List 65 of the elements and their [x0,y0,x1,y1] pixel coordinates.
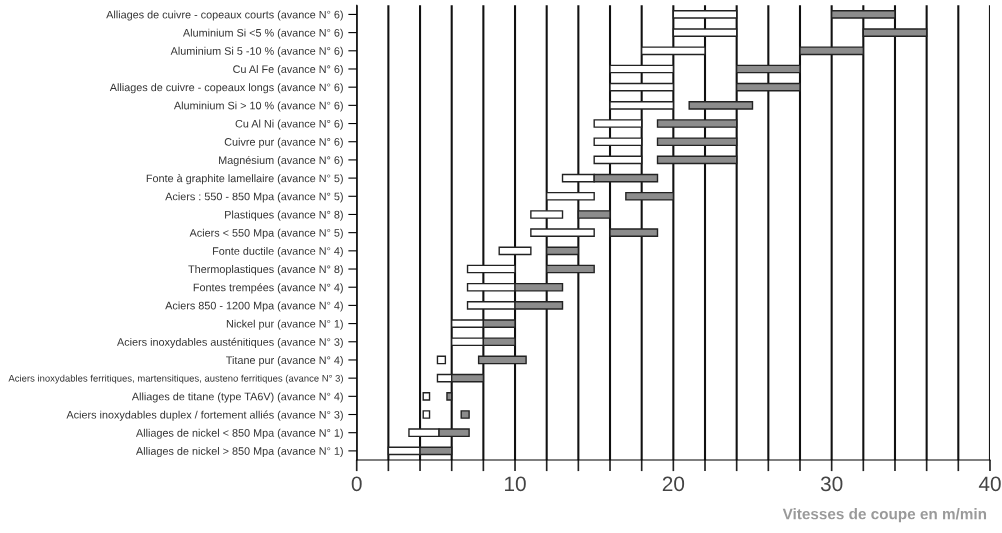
y-tick-label: Nickel pur (avance N° 1) [226,319,343,330]
bar [545,264,595,274]
bar [477,355,527,365]
y-tick-label: Cuivre pur (avance N° 6) [224,137,343,148]
y-tick-label: Alliages de cuivre - copeaux longs (avance N° 6) [109,83,343,94]
bar [625,191,675,201]
x-tick-label: 40 [978,476,1001,492]
y-tick-label: Fonte ductile (avance N° 4) [213,246,343,258]
bar [460,410,470,419]
y-tick-label: Aluminium Si <5 % (avance N° 6) [182,28,343,39]
bar [609,82,675,92]
bar [530,228,595,237]
bar [545,191,595,201]
y-tick-label: Aciers inoxydables austénitiques (avance N° 3) [117,337,343,349]
bar [609,64,675,74]
x-tick-label: 0 [351,476,362,492]
y-tick-label: Aciers 850 - 1200 Mpa (avance N° 4) [165,301,343,312]
bar [609,101,675,110]
bar [799,46,865,56]
bar [609,228,659,237]
bar [577,210,611,219]
y-tick-label: Cu Al Fe (avance N° 6) [233,65,343,76]
bar [593,119,643,128]
x-tick-label: 20 [662,476,685,492]
y-tick-label: Alliages de nickel > 850 Mpa (avance N° 1) [135,446,343,458]
y-tick-label: Thermoplastiques (avance N° 8) [188,265,343,276]
bar [545,246,580,256]
bar [593,155,643,165]
y-tick-label: Magnésium (avance N° 6) [219,155,343,167]
bar [672,10,738,19]
bar [688,101,754,110]
y-tick-label: Cu Al Ni (avance N° 6) [235,119,343,130]
y-tick-label: Fonte à graphite lamellaire (avance N° 5) [146,174,343,185]
bar [656,137,738,147]
bar [436,355,447,365]
y-tick-label: Alliages de cuivre - copeaux courts (avance N° 6) [106,10,343,21]
y-tick-label: Aluminium Si 5 -10 % (avance N° 6) [170,46,343,57]
bar [656,155,738,165]
bar [498,246,532,256]
y-tick-label: Titane pur (avance N° 4) [226,356,343,367]
y-tick-label: Aciers : 550 - 850 Mpa (avance N° 5) [165,192,343,203]
bar [422,391,431,401]
bar [422,410,431,419]
bar [735,82,801,92]
bar [656,119,738,128]
y-tick-label: Aciers inoxydables duplex / fortement alliés (avance N° 3) [66,410,343,421]
bar [640,46,706,56]
y-tick-label: Alliages de titane (type TA6V) (avance N° 4) [131,392,343,403]
y-tick-label: Alliages de nickel < 850 Mpa (avance N° 1) [135,428,343,439]
bar [862,28,928,37]
bar [446,391,453,401]
bar [466,264,516,274]
y-tick-label: Fontes trempées (avance N° 4) [193,283,343,294]
x-tick-label: 30 [820,476,843,492]
bar [672,28,738,37]
y-tick-label: Aciers inoxydables ferritiques, martensitiques, austeno ferritiques (avance N° 3) [8,374,343,384]
x-axis-title: Vitesses de coupe en m/min [782,508,987,523]
y-tick-label: Aluminium Si > 10 % (avance N° 6) [173,101,343,112]
bar [830,10,896,19]
bar [593,137,643,147]
bar [735,64,801,74]
y-tick-label: Aciers < 550 Mpa (avance N° 5) [189,228,343,239]
y-tick-label: Plastiques (avance N° 8) [225,210,343,221]
x-tick-label: 10 [505,476,526,492]
bar [530,210,564,219]
